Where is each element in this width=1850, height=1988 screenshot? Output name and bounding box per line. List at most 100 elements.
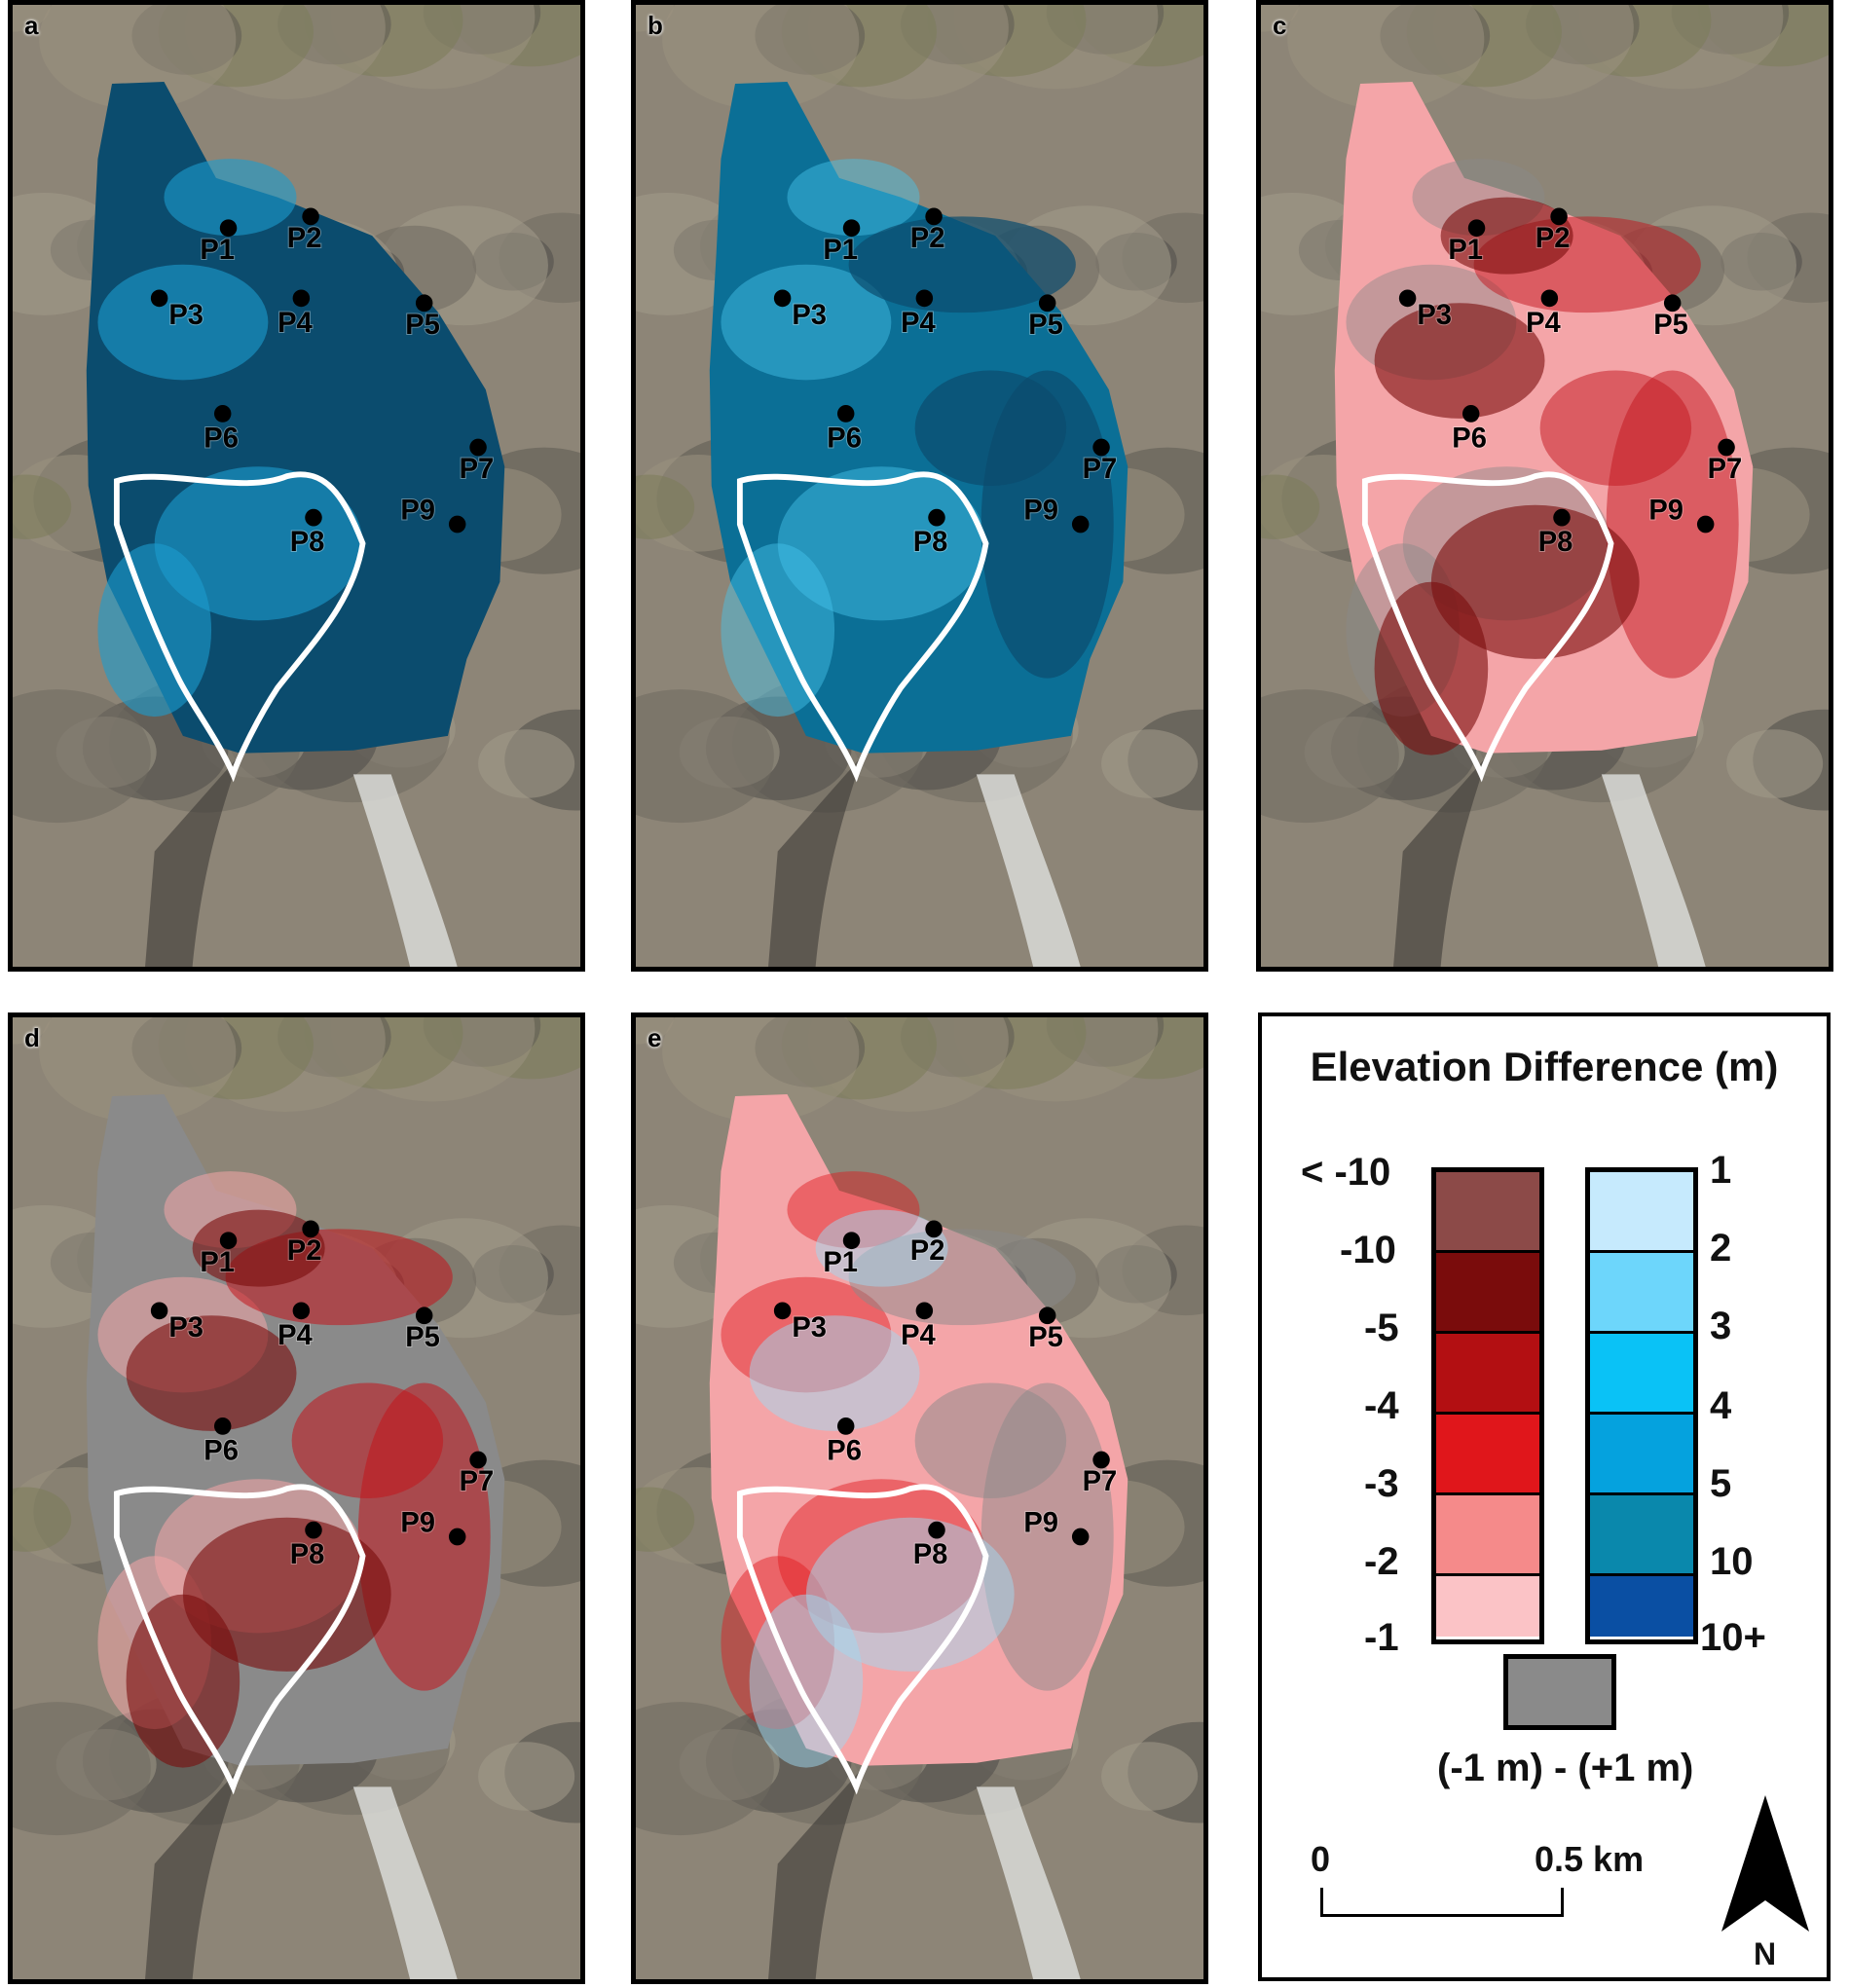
neg-label: -5 bbox=[1364, 1307, 1399, 1349]
sample-point-marker bbox=[842, 1232, 861, 1250]
sample-point-marker bbox=[842, 219, 861, 238]
difference-patch bbox=[97, 264, 269, 381]
sample-point-marker bbox=[219, 219, 238, 238]
sample-point-label: P7 bbox=[1708, 453, 1743, 485]
terrain-patch bbox=[636, 474, 695, 539]
difference-patch bbox=[182, 1517, 391, 1672]
map-panel-e: e P1 P2 P3 P4 P5 P6 P7 P8 P9 bbox=[631, 1012, 1208, 1984]
sample-point-marker bbox=[213, 405, 232, 423]
scale-end-label: 0.5 km bbox=[1535, 1839, 1645, 1879]
river bbox=[1601, 774, 1706, 967]
pos-swatch bbox=[1590, 1576, 1693, 1637]
sample-point-label: P9 bbox=[400, 494, 435, 526]
difference-patch bbox=[777, 466, 986, 621]
study-area-outline bbox=[736, 471, 989, 783]
pos-label: 10 bbox=[1710, 1540, 1754, 1583]
sample-point-label: P3 bbox=[792, 299, 827, 331]
sample-point-marker bbox=[1696, 515, 1715, 534]
difference-patch bbox=[291, 1382, 444, 1498]
terrain-patch bbox=[636, 1487, 695, 1552]
sample-point-label: P8 bbox=[290, 526, 325, 558]
sample-point-marker bbox=[915, 1302, 934, 1320]
sample-point-label: P4 bbox=[1526, 307, 1561, 339]
sample-point-marker bbox=[1038, 294, 1056, 313]
neutral-swatch bbox=[1503, 1654, 1616, 1730]
sample-point-label: P5 bbox=[1028, 309, 1063, 341]
sample-point-label: P6 bbox=[204, 1434, 239, 1466]
difference-patch bbox=[721, 264, 892, 381]
difference-patch bbox=[1430, 504, 1640, 659]
panel-letter: c bbox=[1273, 11, 1287, 40]
river bbox=[976, 1786, 1081, 1979]
terrain-patch bbox=[636, 5, 674, 32]
sample-point-marker bbox=[1071, 1528, 1090, 1546]
difference-patch bbox=[126, 1594, 240, 1768]
neg-label: -4 bbox=[1364, 1384, 1399, 1427]
pos-label: 1 bbox=[1710, 1149, 1732, 1192]
terrain-patch bbox=[1261, 5, 1299, 32]
map-d-svg: P1 P2 P3 P4 P5 P6 P7 P8 P9 bbox=[13, 1017, 580, 1979]
panel-letter: e bbox=[648, 1023, 662, 1052]
difference-patch bbox=[1440, 197, 1573, 275]
neg-swatch bbox=[1436, 1334, 1539, 1415]
sample-point-marker bbox=[1718, 438, 1735, 457]
terrain-patch bbox=[662, 5, 860, 110]
legend-title: Elevation Difference (m) bbox=[1310, 1044, 1779, 1089]
terrain-patch bbox=[13, 689, 151, 824]
study-area-outline bbox=[736, 1484, 989, 1795]
terrain-patch bbox=[662, 1017, 860, 1123]
terrain-patch bbox=[13, 1017, 51, 1045]
valley-shadow bbox=[145, 755, 240, 967]
sample-point-label: P7 bbox=[1083, 1465, 1118, 1497]
sample-point-label: P8 bbox=[913, 1538, 948, 1570]
map-panel-d: d P1 P2 P3 P4 P5 P6 P7 P8 P9 bbox=[8, 1012, 585, 1984]
sample-point-label: P6 bbox=[827, 422, 862, 454]
terrain-patch bbox=[13, 1702, 151, 1836]
sample-point-label: P4 bbox=[278, 307, 313, 339]
sample-point-marker bbox=[469, 1451, 487, 1469]
map-a-svg: P1 P2 P3 P4 P5 P6 P7 P8 P9 bbox=[13, 5, 580, 967]
terrain-patch bbox=[13, 474, 72, 539]
positive-color-ramp bbox=[1585, 1167, 1698, 1644]
pos-label: 4 bbox=[1710, 1384, 1732, 1427]
neg-label: -10 bbox=[1340, 1229, 1396, 1271]
panel-letter: a bbox=[24, 11, 39, 40]
sample-point-label: P8 bbox=[1538, 526, 1573, 558]
sample-point-marker bbox=[213, 1417, 232, 1435]
terrain-patch bbox=[636, 1702, 774, 1836]
sample-point-marker bbox=[1092, 1451, 1110, 1469]
sample-point-label: P2 bbox=[287, 1234, 322, 1267]
terrain-patch bbox=[1726, 729, 1824, 798]
difference-patch bbox=[154, 466, 363, 621]
north-label: N bbox=[1754, 1936, 1777, 1971]
terrain-patch bbox=[636, 689, 774, 824]
neg-swatch bbox=[1436, 1576, 1539, 1637]
sample-point-marker bbox=[219, 1232, 238, 1250]
sample-point-marker bbox=[1071, 515, 1090, 534]
sample-point-label: P9 bbox=[1648, 494, 1684, 526]
sample-point-marker bbox=[773, 1302, 792, 1320]
sample-point-label: P6 bbox=[204, 422, 239, 454]
terrain-patch bbox=[39, 5, 237, 110]
pos-label: 5 bbox=[1710, 1462, 1732, 1505]
sample-point-label: P8 bbox=[913, 526, 948, 558]
scale-start-label: 0 bbox=[1311, 1839, 1331, 1879]
difference-patch bbox=[914, 370, 1067, 486]
sample-point-marker bbox=[1462, 405, 1480, 423]
terrain-patch bbox=[39, 1017, 237, 1123]
sample-point-label: P9 bbox=[1023, 1506, 1058, 1538]
difference-patch bbox=[805, 1517, 1015, 1672]
legend: Elevation Difference (m) < -10 -10 -5 -4… bbox=[1258, 1012, 1831, 1981]
pos-swatch bbox=[1590, 1415, 1693, 1495]
pos-swatch bbox=[1590, 1334, 1693, 1415]
neg-label: -1 bbox=[1364, 1616, 1399, 1659]
difference-patch bbox=[848, 216, 1076, 313]
difference-patch bbox=[787, 159, 920, 237]
sample-point-marker bbox=[150, 289, 168, 308]
terrain-patch bbox=[13, 5, 51, 32]
sample-point-label: P1 bbox=[823, 234, 858, 266]
map-panel-b: b P1 P2 P3 P4 P5 P6 P7 P8 P9 bbox=[631, 0, 1208, 972]
valley-shadow bbox=[1393, 755, 1489, 967]
study-area-outline bbox=[113, 1484, 366, 1795]
sample-point-label: P9 bbox=[400, 1506, 435, 1538]
